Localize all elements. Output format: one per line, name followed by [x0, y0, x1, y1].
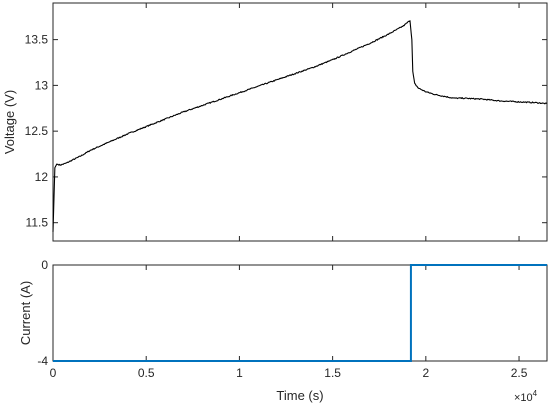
- current-series-line: [53, 264, 547, 362]
- voltage-y-tick-label: 13.5: [25, 33, 49, 47]
- current-panel: -40 0 0.5 1 1.5 2 2.5 Current (A) Time (s) ×1…: [18, 258, 548, 404]
- voltage-panel: 11.5 12 12.5 13 13.5 Voltage (V): [2, 2, 548, 242]
- current-y-tick-label: -4: [37, 354, 48, 368]
- current-axes-box: [52, 264, 548, 362]
- current-y-axis-label: Current (A): [18, 281, 33, 345]
- current-x-tick-label: 1: [236, 366, 243, 380]
- voltage-y-tick-label: 12: [35, 170, 49, 184]
- current-x-tick-label: 0: [50, 366, 57, 380]
- current-y-tick-label: 0: [41, 258, 48, 272]
- voltage-y-tick-label: 13: [35, 78, 49, 92]
- voltage-series-line: [52, 20, 548, 232]
- current-x-tick-label: 1.5: [324, 366, 341, 380]
- time-x-axis-label: Time (s): [276, 388, 323, 403]
- voltage-y-axis-label: Voltage (V): [2, 90, 17, 154]
- current-y-ticks: -4 0: [37, 258, 547, 368]
- x-axis-exponent-label: ×104: [514, 389, 538, 404]
- current-x-tick-label: 0.5: [138, 366, 155, 380]
- voltage-y-tick-label: 12.5: [25, 124, 49, 138]
- current-x-ticks: 0 0.5 1 1.5 2 2.5: [50, 265, 528, 380]
- current-x-tick-label: 2.5: [511, 366, 528, 380]
- voltage-y-ticks: 11.5 12 12.5 13 13.5: [25, 3, 547, 241]
- voltage-y-tick-label: 11.5: [26, 216, 49, 230]
- voltage-axes-box: [52, 2, 548, 242]
- current-x-tick-label: 2: [422, 366, 429, 380]
